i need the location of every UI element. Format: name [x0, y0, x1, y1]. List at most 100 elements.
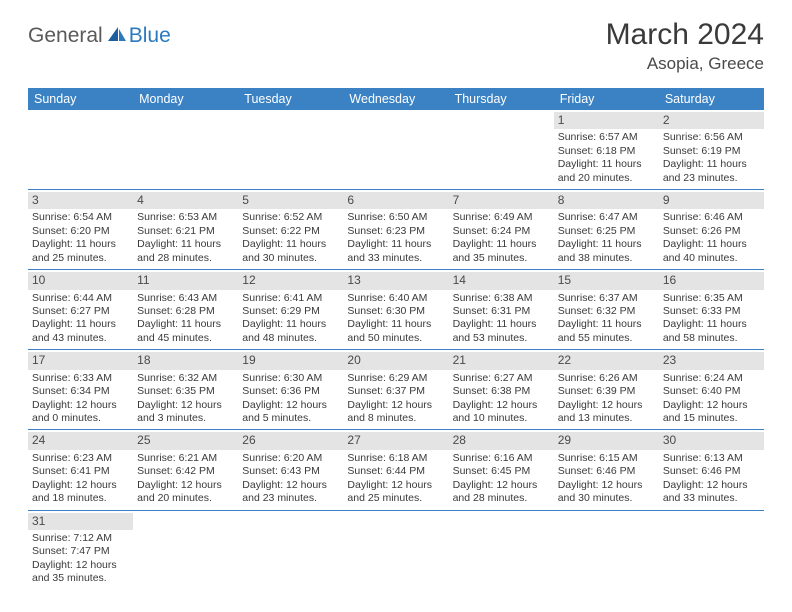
day-cell: 27Sunrise: 6:18 AMSunset: 6:44 PMDayligh… [343, 430, 448, 509]
day-number: 10 [28, 272, 133, 289]
day-cell [659, 511, 764, 590]
week-row: 31Sunrise: 7:12 AMSunset: 7:47 PMDayligh… [28, 511, 764, 590]
sunrise-text: Sunrise: 6:56 AM [663, 131, 760, 144]
daylight-text: and 28 minutes. [453, 492, 550, 505]
sunset-text: Sunset: 6:39 PM [558, 385, 655, 398]
day-number: 23 [659, 352, 764, 369]
daylight-text: and 48 minutes. [242, 332, 339, 345]
day-number: 28 [449, 432, 554, 449]
day-number: 14 [449, 272, 554, 289]
sunset-text: Sunset: 6:32 PM [558, 305, 655, 318]
sunrise-text: Sunrise: 6:57 AM [558, 131, 655, 144]
day-number: 17 [28, 352, 133, 369]
sail-icon [107, 26, 127, 42]
sunset-text: Sunset: 6:37 PM [347, 385, 444, 398]
daylight-text: and 23 minutes. [663, 172, 760, 185]
title-block: March 2024 Asopia, Greece [606, 18, 764, 74]
daylight-text: and 53 minutes. [453, 332, 550, 345]
day-cell [238, 110, 343, 189]
day-number: 12 [238, 272, 343, 289]
day-cell: 14 Sunrise: 6:38 AMSunset: 6:31 PMDayligh… [449, 270, 554, 349]
sunset-text: Sunset: 6:31 PM [453, 305, 550, 318]
sunrise-text: Sunrise: 6:24 AM [663, 372, 760, 385]
logo-text-blue: Blue [129, 24, 171, 48]
sunset-text: Sunset: 6:28 PM [137, 305, 234, 318]
day-cell [449, 110, 554, 189]
sunrise-text: Sunrise: 6:32 AM [137, 372, 234, 385]
day-number: 16 [659, 272, 764, 289]
daylight-text: and 0 minutes. [32, 412, 129, 425]
daylight-text: and 20 minutes. [137, 492, 234, 505]
day-number: 27 [343, 432, 448, 449]
sunset-text: Sunset: 6:38 PM [453, 385, 550, 398]
day-cell [554, 511, 659, 590]
daylight-text: and 58 minutes. [663, 332, 760, 345]
daylight-text: and 20 minutes. [558, 172, 655, 185]
daylight-text: Daylight: 12 hours [242, 399, 339, 412]
sunset-text: Sunset: 6:34 PM [32, 385, 129, 398]
sunrise-text: Sunrise: 6:47 AM [558, 211, 655, 224]
day-cell: 16Sunrise: 6:35 AMSunset: 6:33 PMDayligh… [659, 270, 764, 349]
day-cell: 10Sunrise: 6:44 AMSunset: 6:27 PMDayligh… [28, 270, 133, 349]
day-cell [238, 511, 343, 590]
sunrise-text: Sunrise: 6:30 AM [242, 372, 339, 385]
sunrise-text: Sunrise: 7:12 AM [32, 532, 129, 545]
day-number: 29 [554, 432, 659, 449]
sunrise-text: Sunrise: 6:46 AM [663, 211, 760, 224]
daylight-text: Daylight: 11 hours [558, 318, 655, 331]
day-number: 1 [554, 112, 659, 129]
day-number: 13 [343, 272, 448, 289]
day-cell [343, 110, 448, 189]
sunrise-text: Sunrise: 6:16 AM [453, 452, 550, 465]
sunrise-text: Sunrise: 6:26 AM [558, 372, 655, 385]
logo: General Blue [28, 24, 171, 48]
week-row: 1Sunrise: 6:57 AMSunset: 6:18 PMDaylight… [28, 110, 764, 190]
day-cell [133, 511, 238, 590]
day-number: 18 [133, 352, 238, 369]
sunrise-text: Sunrise: 6:35 AM [663, 292, 760, 305]
daylight-text: and 13 minutes. [558, 412, 655, 425]
daylight-text: and 18 minutes. [32, 492, 129, 505]
sunset-text: Sunset: 6:22 PM [242, 225, 339, 238]
sunset-text: Sunset: 6:23 PM [347, 225, 444, 238]
week-row: 3Sunrise: 6:54 AMSunset: 6:20 PMDaylight… [28, 190, 764, 270]
day-cell: 17Sunrise: 6:33 AMSunset: 6:34 PMDayligh… [28, 350, 133, 429]
day-cell: 31Sunrise: 7:12 AMSunset: 7:47 PMDayligh… [28, 511, 133, 590]
daylight-text: Daylight: 11 hours [453, 318, 550, 331]
daylight-text: and 30 minutes. [242, 252, 339, 265]
sunrise-text: Sunrise: 6:27 AM [453, 372, 550, 385]
day-cell: 28Sunrise: 6:16 AMSunset: 6:45 PMDayligh… [449, 430, 554, 509]
day-cell: 18Sunrise: 6:32 AMSunset: 6:35 PMDayligh… [133, 350, 238, 429]
daylight-text: Daylight: 12 hours [663, 479, 760, 492]
daylight-text: Daylight: 11 hours [242, 318, 339, 331]
day-cell: 7Sunrise: 6:49 AMSunset: 6:24 PMDaylight… [449, 190, 554, 269]
sunrise-text: Sunrise: 6:37 AM [558, 292, 655, 305]
day-number: 3 [28, 192, 133, 209]
daylight-text: Daylight: 12 hours [32, 399, 129, 412]
sunrise-text: Sunrise: 6:38 AM [453, 292, 550, 305]
daylight-text: Daylight: 12 hours [347, 479, 444, 492]
day-number: 9 [659, 192, 764, 209]
day-cell: 13Sunrise: 6:40 AMSunset: 6:30 PMDayligh… [343, 270, 448, 349]
day-number: 11 [133, 272, 238, 289]
day-number: 25 [133, 432, 238, 449]
daylight-text: and 3 minutes. [137, 412, 234, 425]
sunset-text: Sunset: 6:36 PM [242, 385, 339, 398]
day-cell: 8Sunrise: 6:47 AMSunset: 6:25 PMDaylight… [554, 190, 659, 269]
day-cell: 15Sunrise: 6:37 AMSunset: 6:32 PMDayligh… [554, 270, 659, 349]
week-row: 24Sunrise: 6:23 AMSunset: 6:41 PMDayligh… [28, 430, 764, 510]
day-cell [133, 110, 238, 189]
sunrise-text: Sunrise: 6:21 AM [137, 452, 234, 465]
day-cell: 4Sunrise: 6:53 AMSunset: 6:21 PMDaylight… [133, 190, 238, 269]
sunset-text: Sunset: 7:47 PM [32, 545, 129, 558]
day-cell: 6Sunrise: 6:50 AMSunset: 6:23 PMDaylight… [343, 190, 448, 269]
day-header: Monday [133, 88, 238, 110]
daylight-text: and 15 minutes. [663, 412, 760, 425]
day-number: 31 [28, 513, 133, 530]
day-cell [449, 511, 554, 590]
week-row: 17Sunrise: 6:33 AMSunset: 6:34 PMDayligh… [28, 350, 764, 430]
sunset-text: Sunset: 6:46 PM [663, 465, 760, 478]
day-number: 26 [238, 432, 343, 449]
daylight-text: and 38 minutes. [558, 252, 655, 265]
day-number: 19 [238, 352, 343, 369]
